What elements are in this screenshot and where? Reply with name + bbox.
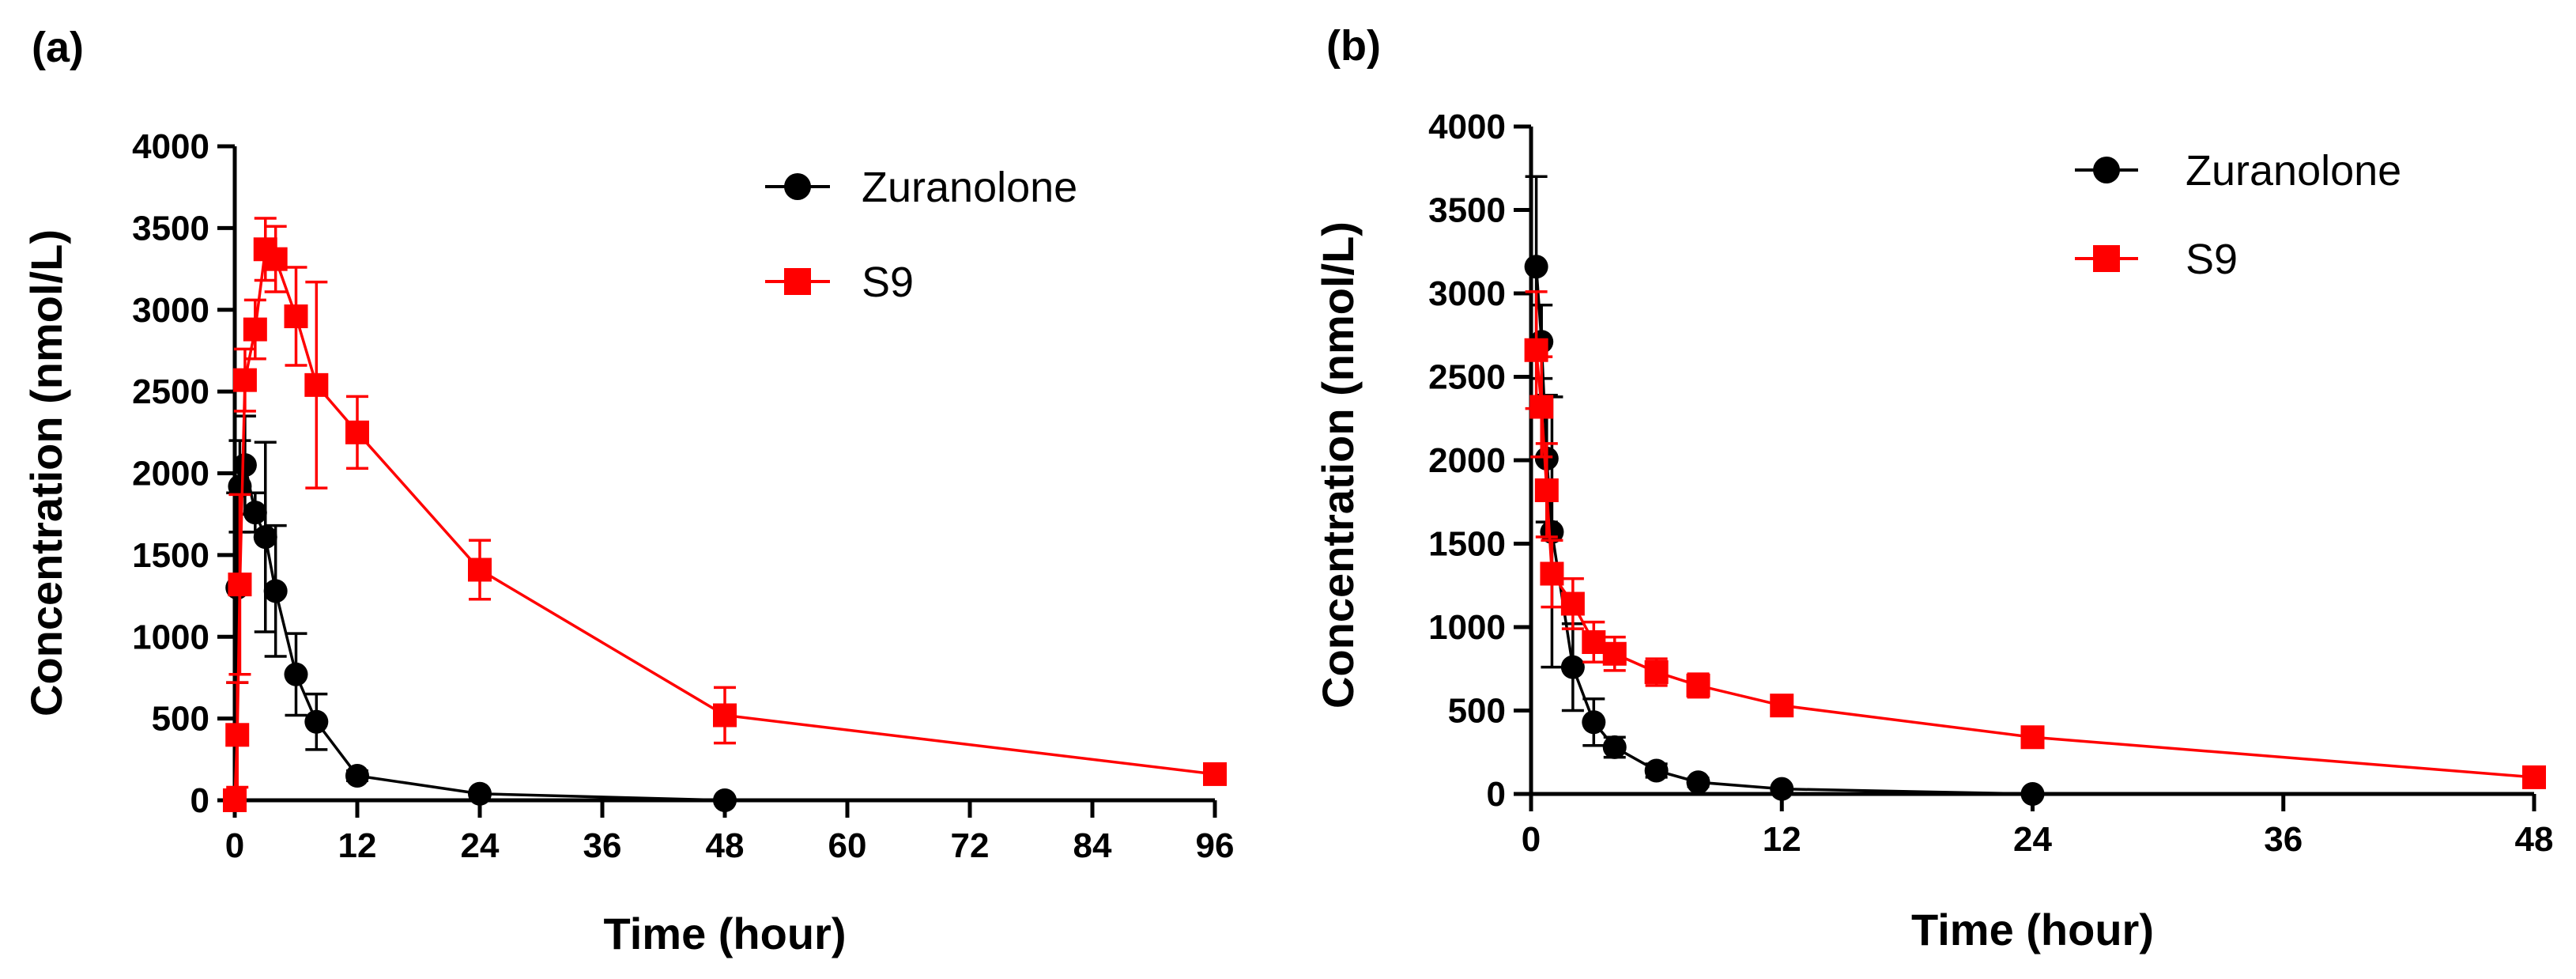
panel-b-y-tick-label: 0 [1487,775,1506,814]
panel-b-data-point [1582,629,1606,654]
panel-b-legend-zuranolone: Zuranolone [2075,147,2401,195]
panel-b-legend-label: Zuranolone [2186,147,2401,195]
panel-a-data-point [284,304,308,329]
panel-a-data-point [263,579,288,603]
panel-a-label: (a) [32,24,84,71]
panel-a-data-point [253,525,277,550]
panel-a-data-point [713,788,737,812]
panel-a-data-point [243,501,267,525]
panel-a-data-point [232,453,257,478]
panel-a-legend-label: Zuranolone [862,164,1077,211]
panel-a-y-tick-label: 4000 [132,127,209,166]
panel-b-data-point [1602,735,1627,759]
panel-b-x-tick-label: 12 [1763,820,1801,859]
panel-b-data-point [1540,561,1564,586]
panel-b-data-point [2522,765,2546,789]
panel-a-data-point [345,763,369,788]
panel-a-x-tick-label: 48 [706,826,745,865]
panel-a-x-tick-label: 96 [1196,826,1235,865]
panel-b-data-point [2020,782,2045,806]
panel-b-data-point [1602,641,1627,666]
panel-b-y-tick-label: 1500 [1428,525,1506,564]
panel-b-legend-marker [2093,157,2120,183]
panel-b-data-point [1770,777,1794,801]
panel-a-y-tick-label: 2500 [132,372,209,411]
panel-b-y-tick-label: 500 [1448,692,1506,731]
panel-a-data-point [345,420,369,444]
panel-b-data-point [1644,758,1669,783]
panel-a-x-tick-label: 60 [828,826,867,865]
panel-b-series-s9 [1524,290,2546,789]
panel-b-y-tick-label: 3500 [1428,191,1506,230]
panel-b-data-point [1524,338,1548,362]
panel-b-legend-s9: S9 [2075,236,2238,283]
panel-a-legend-zuranolone: Zuranolone [765,164,1077,211]
panel-a-data-point [223,788,247,812]
panel-a-x-tick-label: 84 [1073,826,1112,865]
panel-b-x-tick-label: 48 [2515,820,2554,859]
panel-a-data-point [228,474,252,499]
panel-a-x-tick-label: 36 [583,826,622,865]
panel-a-x-tick-label: 0 [225,826,244,865]
panel-a-data-point [468,781,492,806]
panel-b-data-point [1582,710,1606,735]
panel-a-series-s9 [223,217,1227,812]
panel-b-label: (b) [1326,22,1381,70]
panel-b-data-point [1534,478,1559,502]
panel-a-x-tick-label: 12 [338,826,377,865]
panel-b-y-tick-label: 1000 [1428,608,1506,647]
panel-a-data-point [284,662,308,686]
panel-a-data-point [225,723,250,747]
panel-a-legend-marker [784,268,811,295]
panel-a-data-point [263,247,288,271]
panel-a-legend-marker [784,173,811,200]
panel-a-data-point [228,573,252,597]
panel-a-y-tick-label: 1000 [132,618,209,656]
panel-b-data-point [1644,660,1669,684]
panel-b-x-axis-title: Time (hour) [1911,905,2154,954]
panel-b-data-point [1529,395,1554,419]
panel-b-chart: (b) 0 500 1000 1500 2000 2500 3000 3500 4000 0 12 2… [1313,22,2553,954]
panel-a-y-tick-label: 500 [152,700,209,739]
panel-a-legend-s9: S9 [765,259,914,306]
panel-a-y-tick-label: 1500 [132,536,209,575]
panel-b-data-point [1686,770,1710,795]
panel-a-y-tick-label: 0 [190,781,209,820]
panel-b-y-tick-label: 2000 [1428,441,1506,480]
panel-a-legend-label: S9 [862,259,914,306]
panel-a-x-tick-label: 24 [461,826,500,865]
panel-b-data-point [1524,255,1548,279]
panel-a-y-tick-label: 3000 [132,291,209,330]
panel-b-data-point [1560,655,1585,679]
panel-a-data-point [304,709,329,734]
panel-b-data-point [1560,592,1585,616]
panel-b-y-axis-title: Concentration (nmol/L) [1313,221,1363,709]
panel-a-x-tick-label: 72 [951,826,990,865]
panel-b-legend-marker [2093,245,2120,272]
panel-a-data-point [243,317,267,342]
panel-a-y-tick-label: 3500 [132,209,209,248]
panel-b-data-point [2020,725,2045,750]
panel-a-x-axis-title: Time (hour) [604,909,847,958]
panel-b-data-point [1770,694,1794,718]
panel-a-data-point [232,368,257,392]
panel-b-x-tick-label: 36 [2264,820,2303,859]
panel-a-series-zuranolone [223,414,737,812]
panel-a-data-point [1203,762,1227,786]
panel-a-data-point [713,703,737,728]
panel-b-legend-label: S9 [2186,236,2238,283]
panel-b-y-tick-label: 2500 [1428,358,1506,397]
panel-b-y-tick-label: 4000 [1428,108,1506,146]
panel-a-data-point [468,558,492,582]
panel-b-series-line [1534,350,2535,779]
panel-b-data-point [1686,673,1710,697]
panel-a-y-axis-title: Concentration (nmol/L) [21,229,71,716]
panel-a-y-tick-label: 2000 [132,455,209,493]
panel-b-y-tick-label: 3000 [1428,274,1506,313]
panel-a-data-point [304,372,329,397]
panel-b-x-tick-label: 24 [2013,820,2052,859]
panel-b-x-tick-label: 0 [1522,820,1541,859]
panel-a-chart: (a) 0 500 1000 1500 2000 2500 3000 3500 4000 0 12 2… [21,24,1234,958]
